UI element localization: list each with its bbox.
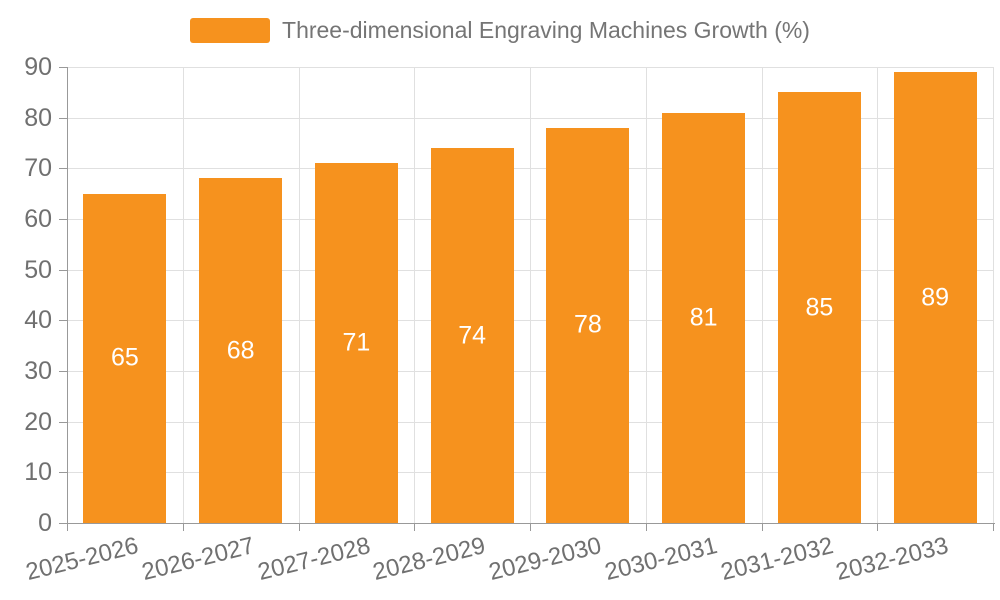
y-axis-tick	[59, 523, 67, 524]
y-axis-tick	[59, 219, 67, 220]
gridline-vertical	[298, 67, 300, 523]
legend-label: Three-dimensional Engraving Machines Gro…	[282, 17, 810, 43]
x-axis-tick	[993, 523, 994, 531]
y-axis-tick	[59, 421, 67, 423]
x-axis-tick	[645, 523, 647, 531]
legend[interactable]: Three-dimensional Engraving Machines Gro…	[0, 17, 1000, 44]
x-axis-tick	[67, 523, 68, 531]
bar-value-label: 71	[342, 328, 371, 357]
bar[interactable]: 81	[662, 112, 746, 523]
bar-value-label: 85	[805, 293, 834, 322]
bar-value-label: 89	[921, 283, 950, 312]
gridline-vertical	[530, 67, 531, 523]
bar-value-label: 68	[226, 336, 255, 365]
x-axis-label: 2031-2032	[717, 532, 836, 586]
y-axis-tick	[59, 67, 67, 68]
gridline-vertical	[414, 67, 416, 523]
x-axis-label: 2032-2033	[833, 532, 952, 586]
y-axis-label: 50	[24, 255, 52, 284]
bar[interactable]: 89	[893, 72, 977, 523]
y-axis-label: 10	[24, 458, 52, 487]
y-axis-tick	[59, 168, 67, 170]
x-axis-label: 2028-2029	[370, 532, 489, 586]
x-axis-tick	[414, 523, 416, 531]
bar-value-label: 78	[573, 310, 602, 339]
x-axis-label: 2026-2027	[139, 532, 257, 586]
y-axis-label: 40	[24, 306, 52, 335]
y-axis-tick	[59, 320, 67, 322]
y-axis-label: 20	[24, 407, 52, 436]
x-axis-tick	[182, 523, 184, 531]
y-axis-label: 30	[24, 357, 52, 385]
legend-swatch	[190, 18, 271, 43]
gridline-vertical	[645, 67, 647, 523]
gridline-vertical	[761, 67, 763, 523]
bar-value-label: 65	[110, 343, 139, 372]
x-axis-tick	[877, 523, 879, 531]
y-axis-tick	[59, 472, 67, 474]
x-axis-label: 2030-2031	[602, 532, 720, 586]
y-axis-label: 70	[24, 154, 52, 183]
y-axis-label: 90	[24, 53, 52, 81]
gridline-vertical	[182, 67, 184, 523]
x-axis-tick	[530, 523, 531, 531]
y-axis-label: 80	[24, 103, 52, 132]
y-axis-tick	[59, 117, 67, 119]
gridline-vertical	[993, 67, 994, 523]
x-axis-tick	[298, 523, 300, 531]
bar[interactable]: 74	[430, 148, 514, 523]
x-axis-label: 2029-2030	[486, 532, 605, 586]
x-axis-label: 2027-2028	[254, 532, 373, 586]
x-axis-tick	[761, 523, 763, 531]
y-axis-tick	[59, 371, 67, 372]
x-axis-line	[67, 523, 995, 524]
bar[interactable]: 85	[777, 92, 861, 523]
bar[interactable]: 65	[83, 193, 167, 523]
y-axis-label: 0	[38, 509, 52, 537]
bar-value-label: 74	[458, 321, 487, 350]
x-axis-label: 2025-2026	[23, 532, 142, 586]
y-axis-line	[67, 67, 68, 523]
gridline-vertical	[877, 67, 879, 523]
bar[interactable]: 68	[199, 178, 283, 523]
y-axis-tick	[59, 269, 67, 271]
bar[interactable]: 78	[546, 127, 630, 523]
y-axis-label: 60	[24, 205, 52, 233]
bar[interactable]: 71	[314, 163, 398, 523]
bar-value-label: 81	[689, 303, 718, 332]
